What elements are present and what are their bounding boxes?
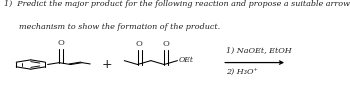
- Text: +: +: [102, 58, 112, 71]
- Text: 1) NaOEt, EtOH: 1) NaOEt, EtOH: [226, 47, 292, 55]
- Text: O: O: [135, 41, 142, 48]
- Text: O: O: [162, 41, 169, 48]
- Text: mechanism to show the formation of the product.: mechanism to show the formation of the p…: [4, 23, 220, 31]
- Text: 2) H₃O⁺: 2) H₃O⁺: [226, 67, 258, 75]
- Text: OEt: OEt: [179, 56, 194, 64]
- Text: O: O: [57, 39, 64, 47]
- Text: 1)  Predict the major product for the following reaction and propose a suitable : 1) Predict the major product for the fol…: [4, 0, 350, 8]
